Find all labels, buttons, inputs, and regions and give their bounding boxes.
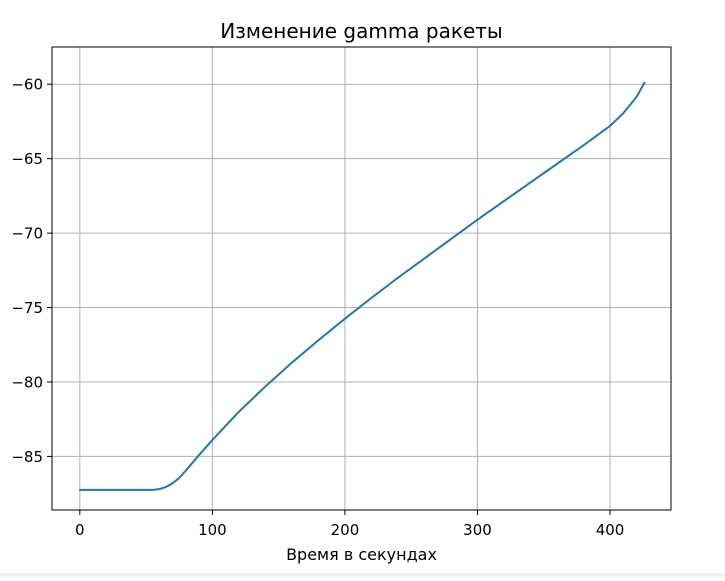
grid xyxy=(52,47,671,510)
series-layer xyxy=(78,81,646,491)
y-tick-label: −85 xyxy=(11,448,43,466)
y-tick-label: −75 xyxy=(11,299,43,317)
y-tick-label: −65 xyxy=(11,150,43,168)
chart-title: Изменение gamma ракеты xyxy=(220,19,502,43)
series-line xyxy=(78,81,646,491)
y-tick-label: −80 xyxy=(11,373,43,391)
x-axis-label: Время в секундах xyxy=(286,545,437,564)
x-tick-label: 300 xyxy=(463,521,492,539)
ticks: 0 100 200 300 400 −85 −80 −75 −70 −65 −60 xyxy=(11,76,624,539)
x-tick-label: 200 xyxy=(331,521,360,539)
bottom-bar xyxy=(0,573,725,577)
x-tick-label: 400 xyxy=(596,521,625,539)
x-tick-label: 100 xyxy=(198,521,227,539)
y-tick-label: −70 xyxy=(11,225,43,243)
x-tick-label: 0 xyxy=(75,521,85,539)
plot-frame xyxy=(51,46,672,511)
y-tick-label: −60 xyxy=(11,76,43,94)
